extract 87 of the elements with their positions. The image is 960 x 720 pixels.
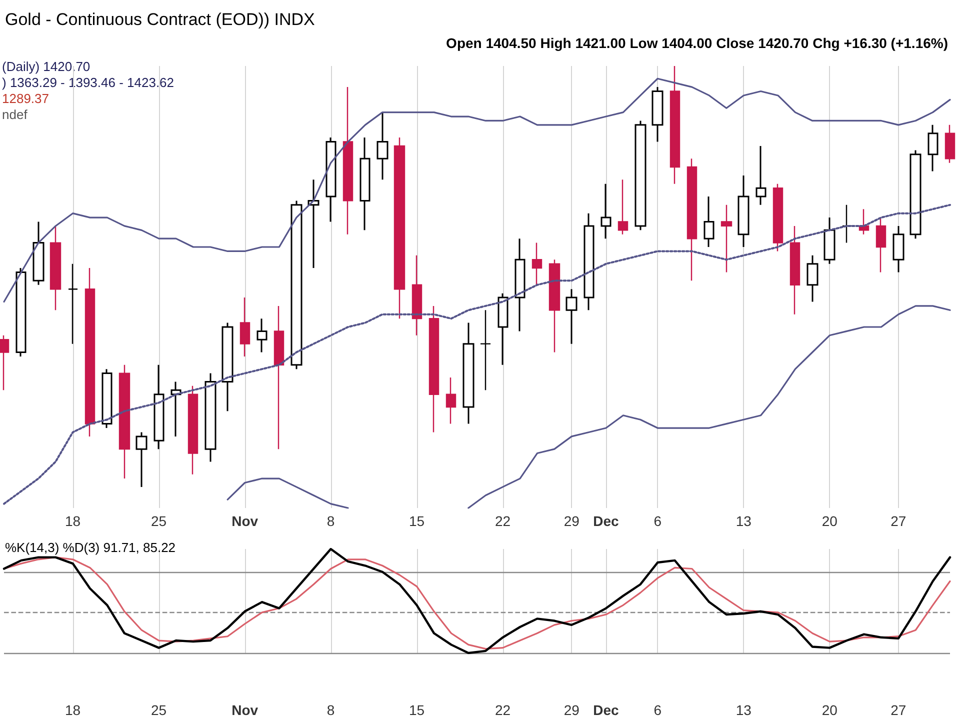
candlestick bbox=[858, 208, 870, 235]
candlestick bbox=[326, 136, 336, 222]
annotation: ) 1363.29 - 1393.46 - 1423.62 bbox=[2, 75, 174, 90]
x-tick-label: 20 bbox=[822, 513, 838, 529]
candlestick bbox=[892, 225, 904, 274]
candlestick bbox=[498, 292, 508, 366]
candlestick bbox=[910, 149, 922, 240]
x-tick-label: Dec bbox=[593, 702, 620, 718]
x-tick-label: 15 bbox=[409, 513, 425, 529]
candlestick bbox=[428, 305, 440, 433]
candlestick bbox=[84, 267, 96, 438]
candlestick bbox=[0, 334, 10, 391]
candlestick bbox=[68, 263, 78, 344]
x-tick-label: 27 bbox=[890, 702, 906, 718]
x-tick-label: 18 bbox=[65, 513, 81, 529]
candlestick bbox=[584, 212, 594, 311]
candlestick bbox=[342, 86, 354, 235]
candlestick bbox=[704, 196, 714, 248]
x-tick-label: 29 bbox=[564, 513, 580, 529]
x-tick-label: 8 bbox=[326, 702, 335, 718]
candlestick bbox=[756, 145, 766, 206]
annotation: 1289.37 bbox=[2, 91, 49, 106]
candlestick bbox=[480, 310, 492, 391]
candlestick bbox=[16, 267, 26, 358]
candlestick bbox=[600, 183, 612, 240]
candlestick bbox=[876, 216, 886, 273]
candlestick bbox=[806, 254, 818, 302]
candlestick bbox=[928, 124, 938, 172]
candlestick bbox=[256, 318, 268, 353]
candlestick bbox=[532, 242, 542, 286]
candlestick bbox=[154, 364, 164, 450]
candlestick bbox=[548, 259, 560, 353]
candlestick bbox=[446, 376, 456, 424]
candlestick bbox=[188, 385, 198, 475]
candlestick bbox=[136, 431, 148, 488]
x-tick-label: Nov bbox=[232, 702, 258, 718]
candlestick bbox=[686, 158, 698, 282]
x-tick-label: Dec bbox=[593, 513, 620, 529]
chart-title: %K(14,3) %D(3) 91.71, 85.22 bbox=[5, 540, 176, 555]
candlestick bbox=[738, 174, 750, 248]
text: Open 1404.50 High 1421.00 Low 1404.00 Close 1420.70 Chg +16.30 (+1.16%) bbox=[446, 35, 948, 51]
x-tick-label: 22 bbox=[495, 702, 511, 718]
chart-title: Gold - Continuous Contract (EOD)) INDX bbox=[5, 10, 315, 29]
x-tick-label: 6 bbox=[654, 702, 662, 718]
candlestick bbox=[32, 221, 44, 286]
x-tick-label: 13 bbox=[736, 513, 752, 529]
candlestick bbox=[944, 124, 956, 164]
x-tick-label: 25 bbox=[151, 513, 167, 529]
candlestick bbox=[170, 380, 182, 438]
candlestick bbox=[360, 136, 370, 231]
candlestick bbox=[118, 364, 130, 480]
candlestick bbox=[222, 322, 234, 412]
candlestick bbox=[240, 296, 250, 358]
candlestick bbox=[462, 322, 474, 425]
x-tick-label: 15 bbox=[409, 702, 425, 718]
x-tick-label: 29 bbox=[564, 702, 580, 718]
candlestick bbox=[842, 204, 852, 244]
x-tick-label: 8 bbox=[326, 513, 335, 529]
annotation: ndef bbox=[2, 107, 28, 122]
candlestick bbox=[50, 225, 62, 311]
candlestick bbox=[514, 238, 526, 332]
x-tick-label: 6 bbox=[654, 513, 662, 529]
candlestick bbox=[670, 65, 680, 184]
candlestick bbox=[290, 200, 302, 370]
x-tick-label: 18 bbox=[65, 702, 81, 718]
candlestick bbox=[274, 305, 284, 450]
candlestick bbox=[634, 120, 646, 231]
x-tick-label: 25 bbox=[151, 702, 167, 718]
candlestick bbox=[102, 368, 112, 429]
candlestick bbox=[772, 183, 784, 252]
x-tick-label: Nov bbox=[232, 513, 258, 529]
candlestick bbox=[652, 86, 664, 143]
x-tick-label: 20 bbox=[822, 702, 838, 718]
candlestick bbox=[790, 225, 800, 315]
x-tick-label: 22 bbox=[495, 513, 511, 529]
candlestick bbox=[376, 112, 388, 180]
candlestick bbox=[824, 216, 836, 265]
annotation: (Daily) 1420.70 bbox=[2, 59, 90, 74]
candlestick bbox=[204, 372, 216, 462]
candlestick bbox=[308, 178, 320, 269]
candlestick bbox=[566, 288, 578, 345]
x-tick-label: 13 bbox=[736, 702, 752, 718]
candlestick bbox=[394, 136, 406, 320]
candlestick bbox=[618, 179, 628, 235]
candlestick bbox=[412, 254, 422, 336]
candlestick bbox=[720, 204, 732, 273]
x-tick-label: 27 bbox=[890, 513, 906, 529]
